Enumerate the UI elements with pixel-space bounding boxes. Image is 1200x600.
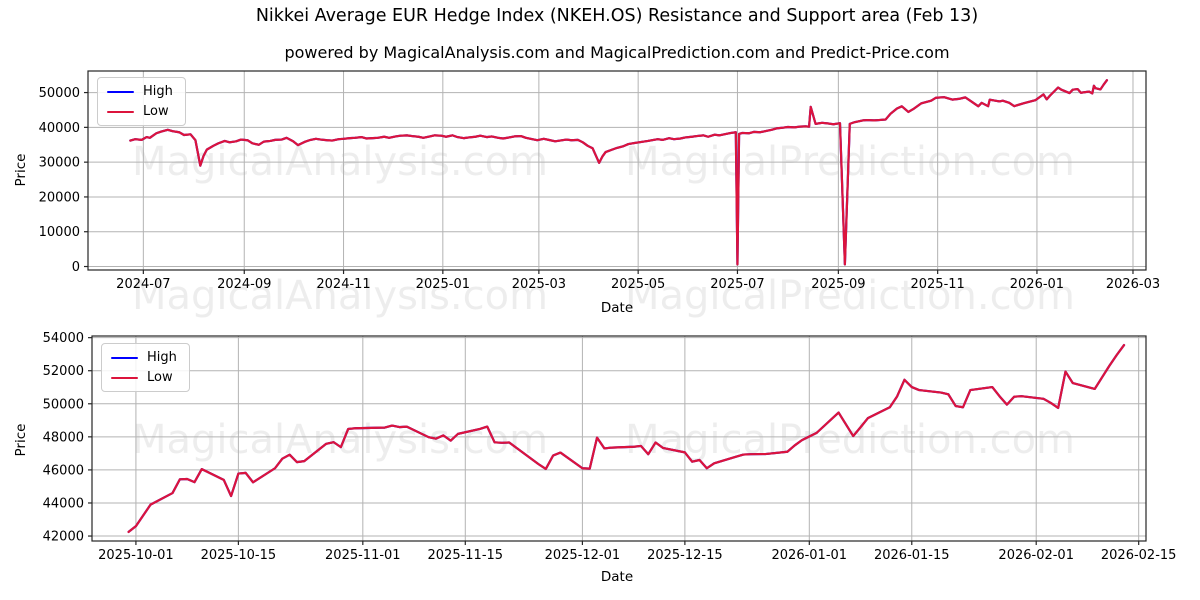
y-axis-label-bottom: Price	[13, 423, 29, 457]
legend-item-high: High	[111, 350, 177, 365]
svg-text:2025-12-15: 2025-12-15	[647, 548, 723, 563]
legend-label-high: High	[143, 84, 173, 99]
legend-bottom: High Low	[101, 343, 190, 392]
svg-text:20000: 20000	[39, 190, 80, 205]
svg-text:2026-02-01: 2026-02-01	[998, 548, 1074, 563]
svg-text:48000: 48000	[43, 430, 84, 445]
svg-text:2026-02-15: 2026-02-15	[1101, 548, 1177, 563]
svg-text:2025-01: 2025-01	[416, 277, 470, 292]
svg-text:40000: 40000	[39, 121, 80, 136]
page-title: Nikkei Average EUR Hedge Index (NKEH.OS)…	[255, 6, 979, 26]
svg-text:2025-11: 2025-11	[910, 277, 964, 292]
svg-text:2025-10-15: 2025-10-15	[201, 548, 277, 563]
page-subtitle: powered by MagicalAnalysis.com and Magic…	[284, 43, 950, 62]
high-line-swatch	[107, 90, 134, 93]
svg-text:2025-12-01: 2025-12-01	[545, 548, 621, 563]
svg-text:2026-01-15: 2026-01-15	[874, 548, 950, 563]
svg-text:2026-03: 2026-03	[1106, 277, 1160, 292]
low-line-swatch	[107, 110, 134, 113]
legend-label-low: Low	[147, 370, 173, 385]
svg-text:30000: 30000	[39, 156, 80, 171]
svg-text:2025-05: 2025-05	[611, 277, 665, 292]
svg-text:46000: 46000	[43, 463, 84, 478]
y-axis-label-top: Price	[13, 153, 29, 187]
legend-item-low: Low	[111, 370, 177, 385]
low-line-swatch	[111, 376, 138, 379]
svg-text:2024-11: 2024-11	[316, 277, 370, 292]
svg-text:2024-09: 2024-09	[217, 277, 271, 292]
svg-text:52000: 52000	[43, 364, 84, 379]
svg-text:2025-10-01: 2025-10-01	[98, 548, 174, 563]
svg-text:2025-11-01: 2025-11-01	[325, 548, 401, 563]
legend-item-high: High	[107, 84, 173, 99]
svg-text:2025-03: 2025-03	[512, 277, 566, 292]
svg-text:2025-07: 2025-07	[710, 277, 764, 292]
svg-text:2026-01-01: 2026-01-01	[772, 548, 848, 563]
high-line-swatch	[111, 356, 138, 359]
legend-top: High Low	[97, 77, 186, 126]
svg-text:50000: 50000	[43, 397, 84, 412]
svg-text:2025-11-15: 2025-11-15	[428, 548, 504, 563]
svg-text:50000: 50000	[39, 86, 80, 101]
svg-text:0: 0	[72, 260, 80, 275]
x-axis-label-top: Date	[600, 300, 634, 316]
legend-label-low: Low	[143, 104, 169, 119]
svg-text:2025-09: 2025-09	[811, 277, 865, 292]
svg-text:2026-01: 2026-01	[1010, 277, 1064, 292]
legend-item-low: Low	[107, 104, 173, 119]
legend-label-high: High	[147, 350, 177, 365]
svg-text:42000: 42000	[43, 530, 84, 545]
svg-text:10000: 10000	[39, 225, 80, 240]
x-axis-label-bottom: Date	[600, 569, 634, 585]
svg-text:44000: 44000	[43, 496, 84, 511]
svg-text:54000: 54000	[43, 331, 84, 346]
svg-text:2024-07: 2024-07	[116, 277, 170, 292]
